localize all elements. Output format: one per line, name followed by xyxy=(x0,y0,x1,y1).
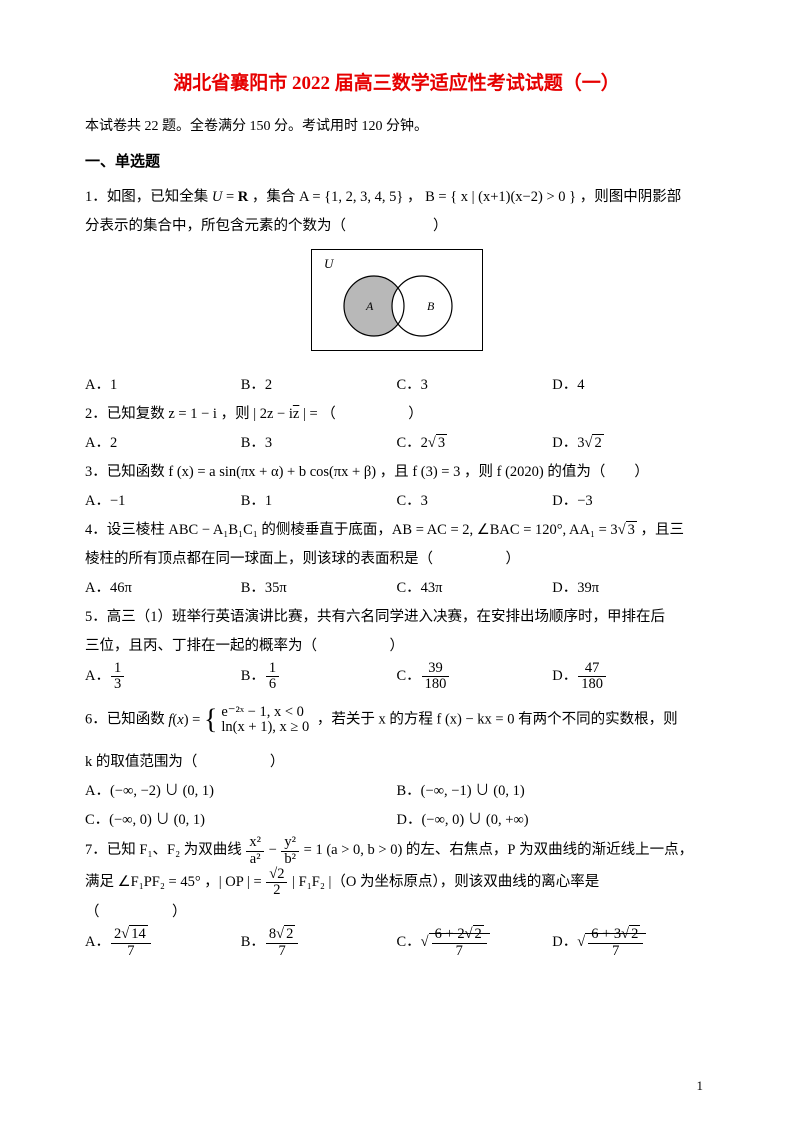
q7-text-b: 、 xyxy=(153,842,168,858)
q3-text-a: 3．已知函数 xyxy=(85,464,168,480)
venn-diagram: U A B xyxy=(311,249,483,351)
q4-math-1: ABC − A₁B₁C₁ xyxy=(168,522,257,538)
q6-piecewise: f(x) = {e⁻²ˣ − 1, x < 0ln(x + 1), x ≥ 0 xyxy=(168,712,313,728)
q1-options: A．1 B．2 C．3 D．4 xyxy=(85,371,708,400)
q4-text-c: ，且三 xyxy=(637,522,684,538)
q2-opt-b: B．3 xyxy=(241,429,397,458)
q4-opt-a: A．46π xyxy=(85,574,241,603)
q6-opt-d: D．(−∞, 0) ∪ (0, +∞) xyxy=(397,806,709,835)
q1-opt-a: A．1 xyxy=(85,371,241,400)
q1-opt-d: D．4 xyxy=(552,371,708,400)
q6-options: A．(−∞, −2) ∪ (0, 1) B．(−∞, −1) ∪ (0, 1) … xyxy=(85,777,708,835)
q4-options: A．46π B．35π C．43π D．39π xyxy=(85,574,708,603)
page-number: 1 xyxy=(697,1078,704,1094)
q1-opt-b: B．2 xyxy=(241,371,397,400)
q2-text-c: （ ） xyxy=(321,406,423,422)
q2-text-b: ，则 xyxy=(217,406,253,422)
question-3: 3．已知函数 f (x) = a sin(πx + α) + b cos(πx … xyxy=(85,458,708,487)
q6-math-2: f (x) − kx = 0 xyxy=(436,712,514,728)
q7-line2: 满足 ∠F₁PF₂ = 45° ，| OP | = √22 | F₁F₂ |（O… xyxy=(85,867,708,898)
q6-opt-c: C．(−∞, 0) ∪ (0, 1) xyxy=(85,806,397,835)
q3-text-d: 的值为（ ） xyxy=(544,464,649,480)
q3-options: A．−1 B．1 C．3 D．−3 xyxy=(85,487,708,516)
q4-text-b: 的侧棱垂直于底面， xyxy=(258,522,392,538)
question-7: 7．已知 F₁、F₂ 为双曲线 x²a² − y²b² = 1 (a > 0, … xyxy=(85,835,708,866)
svg-text:U: U xyxy=(324,256,335,271)
svg-text:A: A xyxy=(365,299,374,313)
q7-text-c: 为双曲线 xyxy=(180,842,245,858)
q3-opt-d: D．−3 xyxy=(552,487,708,516)
svg-text:B: B xyxy=(427,299,435,313)
section-1-heading: 一、单选题 xyxy=(85,147,708,177)
q5-opt-b: B．16 xyxy=(241,661,397,692)
q4-opt-b: B．35π xyxy=(241,574,397,603)
q6-opt-a: A．(−∞, −2) ∪ (0, 1) xyxy=(85,777,397,806)
q3-text-b: ，且 xyxy=(376,464,412,480)
q6-line2: k 的取值范围为（ ） xyxy=(85,748,708,777)
q3-opt-b: B．1 xyxy=(241,487,397,516)
q4-text-a: 4．设三棱柱 xyxy=(85,522,168,538)
q1-text-d: ，则图中阴影部 xyxy=(576,189,681,205)
question-2: 2．已知复数 z = 1 − i ，则 | 2z − iz | = （ ） xyxy=(85,400,708,429)
q7-text-a: 7．已知 xyxy=(85,842,139,858)
q2-options: A．2 B．3 C．2√3 D．3√2 xyxy=(85,429,708,458)
question-1: 1．如图，已知全集 U = R ，集合 A = {1, 2, 3, 4, 5} … xyxy=(85,183,708,212)
q7-opt-c: C．√6 + 2√27 xyxy=(397,927,553,958)
q6-x: x xyxy=(378,712,385,728)
q4-opt-d: D．39π xyxy=(552,574,708,603)
q2-math-1: z = 1 − i xyxy=(168,406,217,422)
q1-figure: U A B xyxy=(85,249,708,361)
exam-title: 湖北省襄阳市 2022 届高三数学适应性考试试题（一） xyxy=(85,65,708,103)
q2-opt-a: A．2 xyxy=(85,429,241,458)
q3-math-2: f (3) = 3 xyxy=(412,464,460,480)
q2-math-2: | 2z − iz | = xyxy=(253,406,321,422)
q1-text-b: ，集合 xyxy=(248,189,299,205)
q6-text-a: 6．已知函数 xyxy=(85,712,168,728)
q5-options: A．13 B．16 C．39180 D．47180 xyxy=(85,661,708,692)
q6-text-d: 有两个不同的实数根，则 xyxy=(514,712,677,728)
q7-hyperbola: x²a² − y²b² = 1 (a > 0, b > 0) xyxy=(245,842,402,858)
q4-opt-c: C．43π xyxy=(397,574,553,603)
q1-math-2: A = {1, 2, 3, 4, 5} xyxy=(299,189,403,205)
q7-line3: （ ） xyxy=(85,898,708,927)
q7-P: P xyxy=(507,842,515,858)
q1-text-c: ， xyxy=(403,189,425,205)
q5-opt-d: D．47180 xyxy=(552,661,708,692)
q3-opt-a: A．−1 xyxy=(85,487,241,516)
q7-opt-b: B．8√27 xyxy=(241,927,397,958)
q5-opt-a: A．13 xyxy=(85,661,241,692)
q7-f2: F₂ xyxy=(167,842,180,858)
q7-text-d: 的左、右焦点， xyxy=(402,842,507,858)
q4-math-2: AB = AC = 2, ∠BAC = 120°, AA₁ = 3√3 xyxy=(392,522,637,538)
q1-line2: 分表示的集合中，所包含元素的个数为（ ） xyxy=(85,212,708,241)
q3-text-c: ，则 xyxy=(460,464,496,480)
q1-math-3: B = { x | (x+1)(x−2) > 0 } xyxy=(425,189,576,205)
q6-text-c: 的方程 xyxy=(386,712,437,728)
q7-options: A．2√147 B．8√27 C．√6 + 2√27 D．√6 + 3√27 xyxy=(85,927,708,958)
q5-opt-c: C．39180 xyxy=(397,661,553,692)
q2-opt-d: D．3√2 xyxy=(552,429,708,458)
question-5-l1: 5．高三（1）班举行英语演讲比赛，共有六名同学进入决赛，在安排出场顺序时，甲排在… xyxy=(85,603,708,632)
q1-text-a: 1．如图，已知全集 xyxy=(85,189,212,205)
q3-math-1: f (x) = a sin(πx + α) + b cos(πx + β) xyxy=(168,464,376,480)
q7-opt-a: A．2√147 xyxy=(85,927,241,958)
q7-text-e: 为双曲线的渐近线上一点， xyxy=(516,842,694,858)
q1-opt-c: C．3 xyxy=(397,371,553,400)
question-5-l2: 三位，且丙、丁排在一起的概率为（ ） xyxy=(85,632,708,661)
question-4: 4．设三棱柱 ABC − A₁B₁C₁ 的侧棱垂直于底面，AB = AC = 2… xyxy=(85,516,708,545)
q7-opt-d: D．√6 + 3√27 xyxy=(552,927,708,958)
q2-opt-c: C．2√3 xyxy=(397,429,553,458)
q3-math-3: f (2020) xyxy=(497,464,544,480)
question-6: 6．已知函数 f(x) = {e⁻²ˣ − 1, x < 0ln(x + 1),… xyxy=(85,692,708,748)
q6-opt-b: B．(−∞, −1) ∪ (0, 1) xyxy=(397,777,709,806)
q4-line2: 棱柱的所有顶点都在同一球面上，则该球的表面积是（ ） xyxy=(85,545,708,574)
exam-meta: 本试卷共 22 题。全卷满分 150 分。考试用时 120 分钟。 xyxy=(85,113,708,141)
q1-math-1: U = R xyxy=(212,189,248,205)
q6-text-b: ，若关于 xyxy=(313,712,378,728)
venn-svg: U A B xyxy=(312,250,482,350)
q3-opt-c: C．3 xyxy=(397,487,553,516)
q2-text-a: 2．已知复数 xyxy=(85,406,168,422)
q7-f1: F₁ xyxy=(139,842,152,858)
